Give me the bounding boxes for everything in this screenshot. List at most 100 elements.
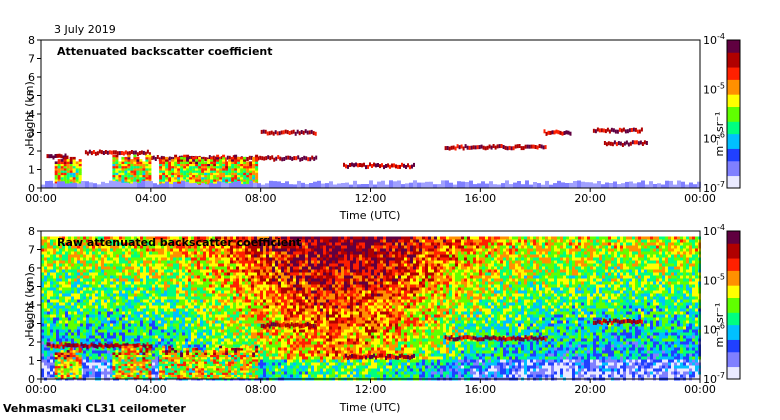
precip-cell — [118, 172, 122, 176]
noise-cell — [236, 332, 239, 336]
noise-cell — [116, 290, 119, 294]
noise-cell — [233, 260, 236, 264]
precip-cell — [124, 161, 128, 164]
precip-cell — [57, 172, 61, 176]
noise-cell — [101, 242, 104, 246]
noise-cell — [155, 305, 158, 309]
noise-cell — [164, 245, 167, 249]
cloud-cell — [138, 151, 141, 155]
noise-cell — [200, 323, 203, 327]
noise-cell — [140, 287, 143, 291]
noise-cell — [44, 353, 47, 357]
precip-cell — [133, 165, 137, 169]
cloud-cell — [480, 144, 483, 149]
precip-cell — [60, 165, 64, 169]
noise-cell — [200, 314, 203, 318]
noise-cell — [149, 248, 152, 252]
noise-cell — [86, 296, 89, 300]
noise-cell — [68, 257, 71, 261]
cloud-cell — [478, 145, 481, 150]
noise-cell — [152, 293, 155, 297]
noise-cell — [101, 257, 104, 261]
noise-cell — [266, 344, 269, 348]
cloud-cell — [349, 163, 351, 167]
precip-cell — [78, 174, 82, 178]
noise-cell — [212, 248, 215, 252]
cloud-cell — [88, 149, 91, 154]
noise-cell — [140, 272, 143, 276]
noise-cell — [215, 308, 218, 312]
cloud-cell — [285, 155, 288, 160]
noise-cell — [266, 353, 269, 357]
noise-cell — [191, 272, 194, 276]
noise-cell — [236, 248, 239, 252]
noise-cell — [41, 251, 44, 255]
noise-cell — [266, 239, 269, 243]
noise-cell — [95, 350, 98, 354]
precip-cell — [159, 161, 163, 164]
noise-cell — [212, 236, 215, 240]
noise-cell — [41, 323, 44, 327]
noise-cell — [194, 263, 197, 267]
noise-cell — [146, 338, 149, 342]
noise-cell — [272, 281, 275, 285]
boundary-layer-cell — [381, 180, 385, 188]
noise-cell — [50, 290, 53, 294]
precip-cell — [171, 163, 175, 167]
noise-cell — [149, 308, 152, 312]
precip-cell — [189, 163, 193, 167]
noise-cell — [41, 314, 44, 318]
precip-cell — [255, 156, 259, 160]
noise-cell — [179, 350, 182, 354]
cloud-cell — [50, 154, 53, 159]
noise-cell — [164, 320, 167, 324]
noise-cell — [143, 251, 146, 255]
precip-cell — [240, 161, 244, 164]
noise-cell — [41, 275, 44, 279]
noise-cell — [173, 329, 176, 333]
noise-cell — [260, 335, 263, 339]
noise-cell — [161, 332, 164, 336]
noise-cell — [266, 371, 269, 375]
noise-cell — [227, 329, 230, 333]
precip-cell — [165, 161, 169, 164]
noise-cell — [56, 248, 59, 252]
boundary-layer-cell — [649, 181, 653, 188]
precip-cell — [216, 154, 220, 158]
noise-cell — [176, 254, 179, 258]
precip-cell — [60, 176, 64, 180]
noise-cell — [77, 242, 80, 246]
noise-cell — [143, 263, 146, 267]
noise-cell — [155, 260, 158, 264]
boundary-layer-cell — [85, 181, 89, 188]
noise-cell — [188, 311, 191, 315]
precip-cell — [228, 179, 232, 182]
noise-cell — [101, 362, 104, 366]
noise-cell — [170, 296, 173, 300]
noise-cell — [116, 254, 119, 258]
precip-cell — [192, 161, 196, 164]
noise-cell — [161, 287, 164, 291]
noise-cell — [239, 341, 242, 345]
noise-cell — [182, 263, 185, 267]
noise-cell — [158, 269, 161, 273]
noise-cell — [257, 302, 260, 306]
precip-cell — [162, 159, 166, 162]
noise-cell — [164, 263, 167, 267]
noise-cell — [89, 356, 92, 360]
noise-cell — [122, 248, 125, 252]
precip-cell — [75, 168, 79, 171]
noise-cell — [128, 305, 131, 309]
precip-cell — [148, 163, 152, 167]
noise-cell — [176, 302, 179, 306]
noise-cell — [119, 320, 122, 324]
noise-cell — [206, 344, 209, 348]
precip-cell — [198, 170, 202, 173]
noise-cell — [107, 236, 110, 240]
cloud-cell — [142, 150, 145, 155]
noise-cell — [128, 329, 131, 333]
precip-cell — [139, 170, 143, 173]
noise-cell — [155, 344, 158, 348]
noise-cell — [272, 287, 275, 291]
noise-cell — [200, 257, 203, 261]
